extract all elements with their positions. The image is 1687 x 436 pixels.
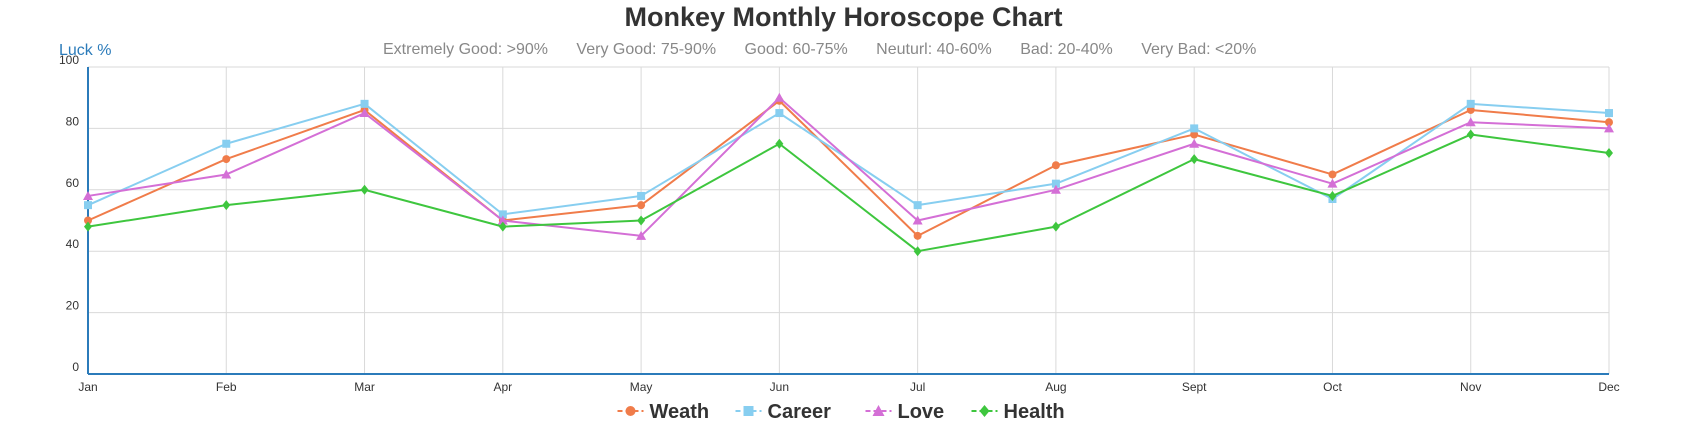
love-data-point <box>774 92 785 102</box>
love-data-point <box>497 215 508 225</box>
love-data-point <box>1465 117 1476 127</box>
x-tick-label: Jan <box>78 380 97 394</box>
x-tick-label: Dec <box>1598 380 1619 394</box>
scale-item: Very Good: 75-90% <box>576 41 717 58</box>
x-tick-label: Nov <box>1460 380 1481 394</box>
career-data-point <box>1051 179 1060 188</box>
y-tick-label: 80 <box>66 114 80 128</box>
x-tick-label: Aug <box>1045 380 1066 394</box>
career-data-point <box>222 139 231 148</box>
scale-item: Good: 60-75% <box>744 41 848 58</box>
health-data-point <box>222 200 231 211</box>
health-data-point <box>360 184 369 195</box>
weath-data-point <box>1466 105 1475 114</box>
legend-career-label[interactable]: Career <box>768 401 832 423</box>
career-data-point <box>1605 109 1613 118</box>
weath-data-point <box>637 201 646 210</box>
legend-health-marker <box>979 405 990 417</box>
health-data-point <box>1605 147 1613 158</box>
weath-series-line <box>87 99 1610 237</box>
legend-health-label[interactable]: Health <box>1004 401 1065 423</box>
career-data-point <box>1190 124 1199 133</box>
chart-title: Monkey Monthly Horoscope Chart <box>624 2 1063 32</box>
x-tick-label: Mar <box>354 380 375 394</box>
y-tick-label: 100 <box>59 53 79 67</box>
love-series-line <box>87 96 1610 237</box>
health-series-line <box>87 133 1610 253</box>
scale-item: Very Bad: <20% <box>1141 41 1257 58</box>
weath-data-point <box>1328 170 1337 179</box>
scale-item: Bad: 20-40% <box>1020 41 1113 58</box>
y-axis-label: Luck % <box>59 42 112 59</box>
career-data-point <box>775 109 784 118</box>
health-data-point <box>498 221 507 232</box>
y-tick-label: 40 <box>66 237 80 251</box>
love-data-point <box>1604 123 1614 133</box>
x-tick-label: Oct <box>1323 380 1342 394</box>
love-data-point <box>912 215 923 225</box>
y-tick-label: 0 <box>72 360 79 374</box>
x-tick-label: Jun <box>770 380 789 394</box>
legend-career-marker <box>743 406 754 416</box>
career-data-point <box>637 191 646 200</box>
x-tick-label: May <box>630 380 653 394</box>
love-data-point <box>83 190 93 200</box>
scale-item: Neuturl: 40-60% <box>876 41 992 58</box>
love-data-point <box>1327 178 1338 188</box>
career-data-point <box>913 201 922 210</box>
health-data-point <box>1051 221 1060 232</box>
legend-weath-marker <box>625 406 636 416</box>
y-tick-label: 60 <box>66 176 80 190</box>
x-tick-label: Apr <box>493 380 512 394</box>
scale-item: Extremely Good: >90% <box>383 41 548 58</box>
love-data-point <box>1050 184 1061 194</box>
weath-data-point <box>1190 130 1199 139</box>
weath-data-point <box>222 155 231 164</box>
weath-data-point <box>1051 161 1060 170</box>
health-data-point <box>1328 190 1337 201</box>
health-data-point <box>1466 129 1475 140</box>
health-data-point <box>84 221 92 232</box>
love-data-point <box>359 108 370 118</box>
legend-love-marker <box>872 405 885 416</box>
health-data-point <box>1190 154 1199 165</box>
weath-data-point <box>84 216 92 225</box>
career-data-point <box>498 210 507 219</box>
legend-love-label[interactable]: Love <box>898 401 945 423</box>
x-tick-label: Jul <box>910 380 925 394</box>
career-data-point <box>84 201 92 210</box>
weath-data-point <box>1605 118 1613 127</box>
love-data-point <box>636 230 647 240</box>
love-data-point <box>221 169 232 179</box>
luck-scale-legend: Extremely Good: >90% Very Good: 75-90% G… <box>383 41 1280 59</box>
x-tick-label: Feb <box>216 380 237 394</box>
legend-weath-label[interactable]: Weath <box>650 401 710 423</box>
career-data-point <box>360 99 369 108</box>
health-data-point <box>637 215 646 226</box>
love-data-point <box>1189 138 1200 148</box>
weath-data-point <box>913 231 922 240</box>
health-data-point <box>913 246 922 257</box>
x-tick-label: Sept <box>1182 380 1207 394</box>
y-tick-label: 20 <box>66 299 80 313</box>
career-data-point <box>1466 99 1475 108</box>
health-data-point <box>775 138 784 149</box>
